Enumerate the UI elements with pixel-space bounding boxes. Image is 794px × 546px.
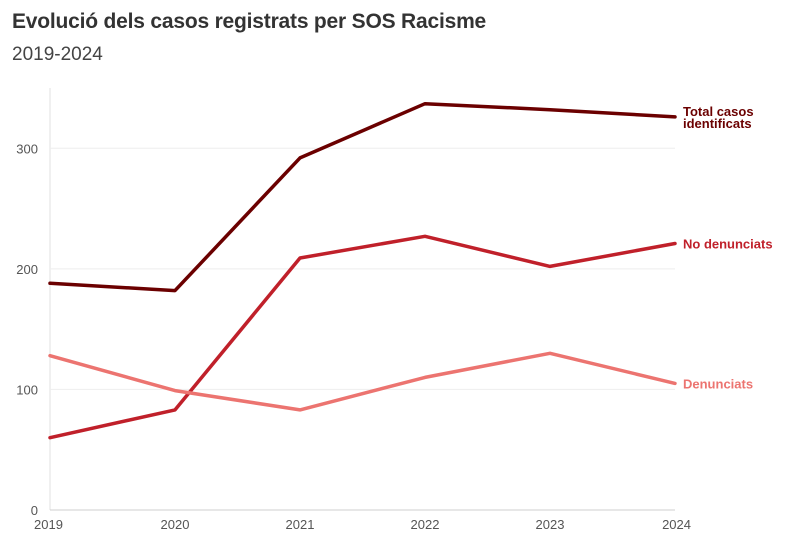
chart-title: Evolució dels casos registrats per SOS R…: [12, 10, 487, 33]
y-axis: 0 100 200 300: [16, 141, 38, 518]
series-label-line: No denunciats: [683, 237, 773, 252]
x-tick-label: 2019: [34, 517, 63, 532]
y-tick-label: 0: [31, 503, 38, 518]
series-labels: Total casos identificats No denunciats Denu…: [683, 104, 773, 391]
x-axis: 2019 2020 2021 2022 2023 2024: [34, 517, 691, 532]
x-tick-label: 2022: [411, 517, 440, 532]
chart-subtitle: 2019-2024: [12, 44, 103, 65]
series-label-2: Denunciats: [683, 376, 753, 391]
y-tick-label: 300: [16, 141, 38, 156]
series-label-line: Total casos: [683, 104, 754, 119]
y-tick-label: 100: [16, 382, 38, 397]
x-tick-label: 2021: [286, 517, 315, 532]
series-line-1: [48, 234, 677, 440]
series-lines: [48, 101, 677, 440]
series-label-line: Denunciats: [683, 376, 753, 391]
series-label-0: Total casos identificats: [683, 104, 754, 131]
gridlines: [49, 88, 675, 511]
x-tick-label: 2020: [161, 517, 190, 532]
series-line-2: [48, 351, 677, 412]
x-tick-label: 2024: [662, 517, 691, 532]
series-label-1: No denunciats: [683, 237, 773, 252]
y-tick-label: 200: [16, 262, 38, 277]
series-label-line: identificats: [683, 116, 752, 131]
x-tick-label: 2023: [536, 517, 565, 532]
series-line-0: [48, 101, 677, 293]
